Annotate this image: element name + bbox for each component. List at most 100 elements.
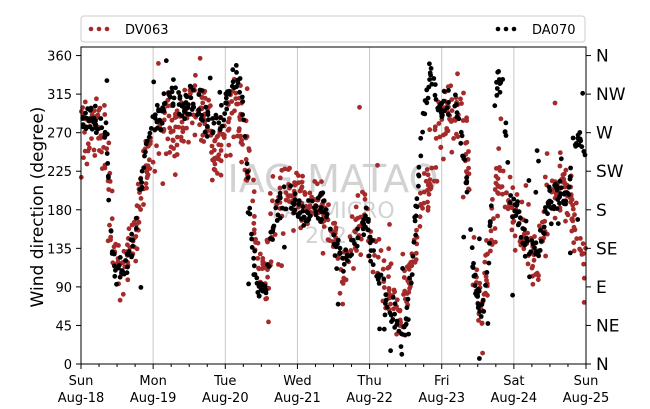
point-DA070 [341,261,347,267]
point-DA070 [292,207,298,213]
y-tick-label: 45 [55,319,72,334]
point-DA070 [492,103,498,109]
point-DA070 [411,239,417,245]
point-DA070 [106,197,112,203]
point-DA070 [303,218,309,224]
x-tick-label-date: Aug-22 [346,391,393,406]
point-DV063 [325,237,331,243]
point-DA070 [378,272,384,278]
point-DV063 [160,181,166,187]
point-DV063 [490,197,495,202]
point-DV063 [570,202,576,208]
point-DV063 [156,61,161,66]
point-DA070 [154,102,160,108]
point-DA070 [410,253,416,259]
point-DA070 [388,348,393,354]
point-DV063 [466,149,471,154]
point-DA070 [505,160,511,165]
point-DA070 [496,69,501,74]
point-DV063 [525,261,531,267]
point-DV063 [270,198,275,204]
point-DA070 [335,301,341,307]
point-DV063 [216,156,222,162]
point-DV063 [251,189,257,195]
legend-label-da070: DA070 [532,23,576,38]
point-DV063 [106,140,112,146]
point-DA070 [392,325,398,330]
point-DA070 [229,83,235,89]
point-DA070 [258,284,263,289]
point-DV063 [401,275,407,280]
point-DV063 [570,206,576,212]
point-DA070 [114,281,119,287]
point-DA070 [328,226,333,232]
point-DA070 [210,116,216,121]
point-DV063 [477,280,483,286]
point-DV063 [266,319,271,325]
point-DV063 [464,169,469,174]
point-DV063 [493,173,499,179]
point-DV063 [496,146,502,152]
point-DV063 [479,320,485,326]
point-DV063 [448,119,454,124]
point-DV063 [581,261,586,267]
point-DV063 [143,181,149,187]
point-DV063 [252,214,257,219]
point-DA070 [382,312,388,318]
point-DA070 [464,175,470,180]
point-DA070 [408,280,414,286]
point-DA070 [561,201,567,207]
point-DV063 [193,72,198,78]
point-DA070 [89,116,95,121]
point-DA070 [143,149,148,155]
point-DV063 [438,144,444,150]
x-tick-label-day: Sun [69,374,94,389]
point-DA070 [319,216,324,222]
point-DA070 [249,236,255,242]
point-DV063 [256,265,261,271]
point-DV063 [461,90,466,96]
point-DA070 [472,283,478,288]
point-DV063 [133,221,139,227]
point-DA070 [394,318,400,324]
point-DV063 [530,281,536,287]
point-DV063 [425,204,431,210]
point-DA070 [453,92,458,98]
point-DA070 [152,112,158,118]
point-DA070 [558,156,564,162]
point-DV063 [370,269,376,275]
point-DA070 [223,95,229,101]
point-DA070 [92,103,98,109]
point-DV063 [512,233,518,239]
point-DA070 [196,107,202,113]
point-DA070 [581,149,587,154]
point-DV063 [287,165,292,171]
point-DV063 [226,119,231,125]
point-DA070 [125,252,131,257]
point-DV063 [94,96,99,102]
point-DV063 [492,226,498,231]
point-DA070 [548,221,554,227]
point-DA070 [245,175,251,181]
point-DA070 [106,175,111,180]
point-DV063 [109,216,115,222]
point-DA070 [402,332,408,338]
point-DA070 [279,205,285,211]
point-DV063 [228,152,233,158]
point-DA070 [361,221,366,227]
point-DA070 [154,119,160,125]
point-DV063 [84,161,90,167]
point-DV063 [172,111,178,117]
point-DA070 [524,239,530,244]
point-DV063 [129,222,135,228]
point-DA070 [534,148,540,154]
point-DV063 [423,178,429,184]
point-DA070 [458,140,464,146]
point-DA070 [124,270,130,276]
point-DV063 [321,224,327,230]
point-DV063 [279,263,284,269]
point-DV063 [543,253,548,259]
compass-label: S [596,201,607,221]
point-DV063 [349,214,355,220]
point-DA070 [542,208,548,214]
